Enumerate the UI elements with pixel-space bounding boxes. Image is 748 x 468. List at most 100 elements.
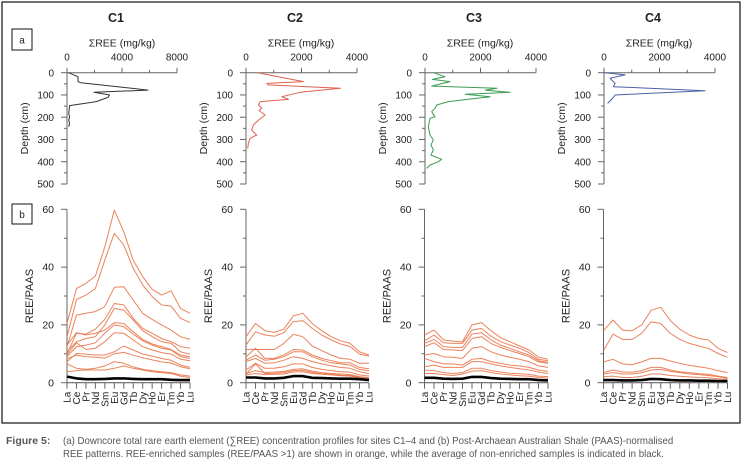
caption-line-1: (a) Downcore total rare earth element (∑… — [63, 435, 674, 447]
x-tick-label-eu: Eu — [468, 392, 479, 404]
series-line-enriched-1 — [424, 322, 549, 360]
y-tick-label: 400 — [216, 157, 233, 168]
x-tick-label-ce: Ce — [609, 391, 620, 404]
series-line-enriched-10 — [245, 371, 370, 380]
series-line-average-non-enriched — [603, 377, 728, 383]
y-tick-label: 200 — [574, 113, 591, 124]
y-tick-label: 200 — [216, 113, 233, 124]
x-tick-label: 4000 — [111, 53, 134, 64]
y-tick-label: 20 — [579, 320, 591, 332]
y-axis-label: REE/PAAS — [203, 269, 215, 323]
y-tick-label: 100 — [574, 91, 591, 102]
y-axis-label: Depth (cm) — [198, 102, 210, 154]
series-line-enriched-7 — [424, 361, 549, 374]
panel-b-label-box — [11, 203, 33, 225]
y-tick-label: 0 — [227, 377, 233, 389]
panel-a-label: a — [11, 28, 33, 51]
series-line-enriched-5 — [245, 351, 370, 372]
x-tick-label-dy: Dy — [317, 392, 328, 404]
y-tick-label: 500 — [37, 180, 54, 191]
x-tick-label-nd: Nd — [449, 392, 460, 405]
y-tick-label: 100 — [395, 91, 412, 102]
chart-panel-a-c2: C2 ΣREE (mg/kg) Depth (cm) 0 2000 4000 0 100 200… — [198, 11, 369, 191]
caption-label: Figure 5: — [6, 435, 51, 447]
x-tick-label-gd: Gd — [477, 392, 488, 405]
x-axis-label: ΣREE (mg/kg) — [447, 38, 514, 50]
series-line-enriched-12 — [66, 365, 191, 378]
x-tick-label-dy: Dy — [496, 392, 507, 404]
x-tick-label-eu: Eu — [647, 392, 658, 404]
series-line-enriched-1 — [66, 209, 191, 324]
figure-border — [1, 1, 741, 424]
series-line-enriched-3 — [66, 286, 191, 347]
series-line-enriched-6 — [245, 356, 370, 374]
series-line-sum-ree — [247, 72, 341, 149]
y-tick-label: 400 — [574, 157, 591, 168]
x-tick-label-gd: Gd — [119, 392, 130, 405]
y-tick-label: 400 — [37, 157, 54, 168]
series-line-enriched-1 — [245, 312, 370, 356]
x-tick-label-er: Er — [694, 391, 705, 402]
x-tick-label-yb: Yb — [534, 391, 545, 404]
x-tick-label-la: La — [242, 391, 253, 403]
y-tick-label: 0 — [585, 68, 591, 79]
series-line-enriched-3 — [603, 357, 728, 374]
x-tick-label-lu: Lu — [723, 392, 734, 403]
x-tick-label-tb: Tb — [308, 391, 319, 403]
x-tick-label: 2000 — [648, 53, 671, 64]
x-axis-label: ΣREE (mg/kg) — [89, 38, 156, 50]
x-tick-label-ho: Ho — [506, 391, 517, 404]
x-tick-label-er: Er — [515, 391, 526, 402]
series-line-enriched-5 — [424, 346, 549, 368]
x-tick-label-tm: Tm — [704, 392, 715, 406]
x-tick-label-lu: Lu — [365, 392, 376, 403]
x-tick-label: 2000 — [290, 53, 313, 64]
x-tick-label-la: La — [63, 391, 74, 403]
x-tick-label-ho: Ho — [327, 391, 338, 404]
x-tick-label-pr: Pr — [618, 391, 629, 402]
x-tick-label: 0 — [64, 53, 70, 64]
x-tick-label-yb: Yb — [176, 391, 187, 404]
y-tick-label: 500 — [216, 180, 233, 191]
y-tick-label: 300 — [574, 135, 591, 146]
series-line-sum-ree — [68, 72, 149, 127]
chart-panel-a-c4: C4 ΣREE (mg/kg) Depth (cm) 0 2000 4000 0 100 200… — [556, 11, 727, 191]
x-tick-label-eu: Eu — [110, 392, 121, 404]
x-tick-label-lu: Lu — [544, 392, 555, 403]
x-tick-label-ho: Ho — [685, 391, 696, 404]
y-axis-label: Depth (cm) — [19, 102, 31, 154]
caption-line-2: REE patterns. REE-enriched samples (REE/… — [63, 448, 664, 460]
series-line-enriched-1 — [603, 306, 728, 354]
y-tick-label: 20 — [400, 320, 412, 332]
y-tick-label: 0 — [227, 68, 233, 79]
x-tick-label-gd: Gd — [298, 392, 309, 405]
x-tick-label-tm: Tm — [346, 392, 357, 406]
x-tick-label-tb: Tb — [487, 391, 498, 403]
y-tick-label: 300 — [395, 135, 412, 146]
panel-b-label: b — [11, 203, 33, 225]
y-tick-label: 0 — [48, 68, 54, 79]
x-tick-label-pr: Pr — [82, 391, 93, 402]
y-tick-label: 40 — [400, 262, 412, 274]
y-tick-label: 400 — [395, 157, 412, 168]
series-line-enriched-6 — [603, 373, 728, 380]
caption-text: (a) Downcore total rare earth element (∑… — [63, 435, 726, 461]
x-axis-label: ΣREE (mg/kg) — [626, 38, 693, 50]
x-tick-label-sm: Sm — [100, 392, 111, 407]
chart-panel-b-c2: REE/PAAS 0 20 40 60 LaCePrNdSmEuGdTbDyHoErTmY… — [203, 204, 376, 407]
x-tick-label: 0 — [422, 53, 428, 64]
chart-title: C3 — [466, 11, 482, 25]
y-tick-label: 500 — [395, 180, 412, 191]
x-tick-label-sm: Sm — [637, 392, 648, 407]
x-tick-label-ce: Ce — [430, 391, 441, 404]
x-tick-label-dy: Dy — [675, 392, 686, 404]
x-tick-label-tm: Tm — [167, 392, 178, 406]
series-line-enriched-4 — [245, 347, 370, 370]
y-tick-label: 60 — [221, 204, 233, 216]
y-tick-label: 20 — [221, 320, 233, 332]
y-tick-label: 200 — [395, 113, 412, 124]
x-tick-label-nd: Nd — [91, 392, 102, 405]
x-tick-label-pr: Pr — [439, 391, 450, 402]
series-line-enriched-2 — [603, 321, 728, 358]
y-tick-label: 60 — [400, 204, 412, 216]
